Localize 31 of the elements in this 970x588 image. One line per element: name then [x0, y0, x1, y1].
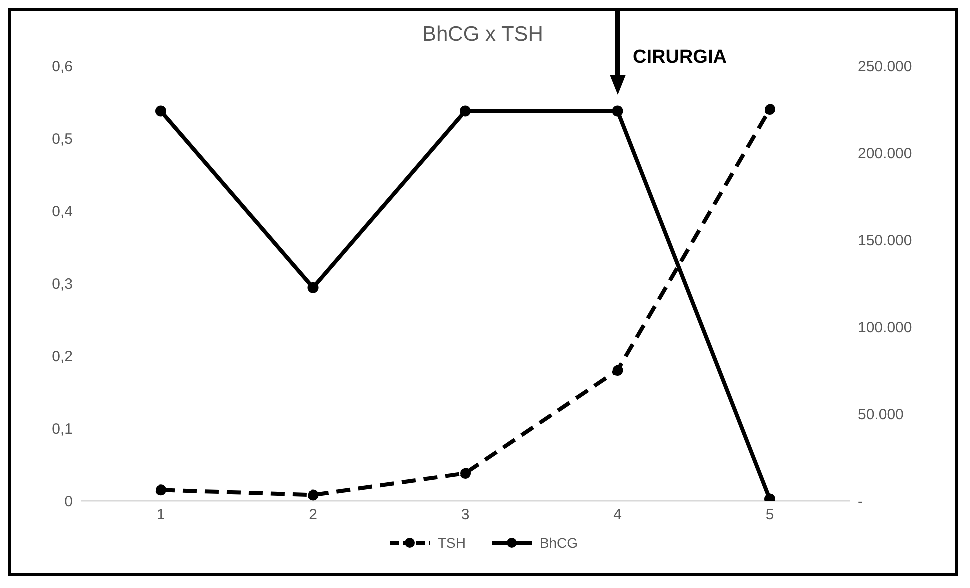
- point: [156, 106, 166, 117]
- point: [764, 104, 776, 115]
- point: [460, 468, 471, 479]
- point: [308, 282, 319, 294]
- legend-label: TSH: [438, 535, 466, 551]
- y2-tick-label: 200.000: [858, 145, 912, 162]
- x-tick-label: 1: [156, 506, 166, 524]
- y2-tick-label: 50.000: [858, 406, 904, 424]
- y-tick-label: 0,4: [52, 203, 73, 220]
- chart-title: BhCG x TSH: [422, 23, 544, 47]
- y-tick-label: 0,6: [52, 58, 73, 76]
- annotation: CIRURGIA: [633, 47, 727, 69]
- point: [308, 490, 319, 501]
- x-tick-label: 4: [614, 506, 622, 524]
- y-tick-label: 0: [64, 493, 73, 510]
- point: [460, 106, 471, 117]
- y-tick-label: 0,2: [52, 348, 73, 366]
- y2-tick-label: -: [858, 493, 863, 510]
- y2-tick-label: 150.000: [858, 232, 912, 250]
- y2-tick-label: 100.000: [858, 319, 912, 336]
- legend-label: BhCG: [540, 535, 578, 551]
- point: [612, 106, 624, 117]
- x-tick-label: 2: [309, 506, 318, 524]
- y-tick-label: 0,5: [52, 130, 73, 148]
- y-tick-label: 0,3: [52, 276, 73, 293]
- y2-tick-label: 250.000: [858, 58, 912, 76]
- y-tick-label: 0,1: [52, 420, 73, 438]
- point: [612, 365, 624, 376]
- x-tick-label: 5: [766, 506, 774, 524]
- point: [156, 484, 166, 496]
- x-tick-label: 3: [461, 506, 470, 524]
